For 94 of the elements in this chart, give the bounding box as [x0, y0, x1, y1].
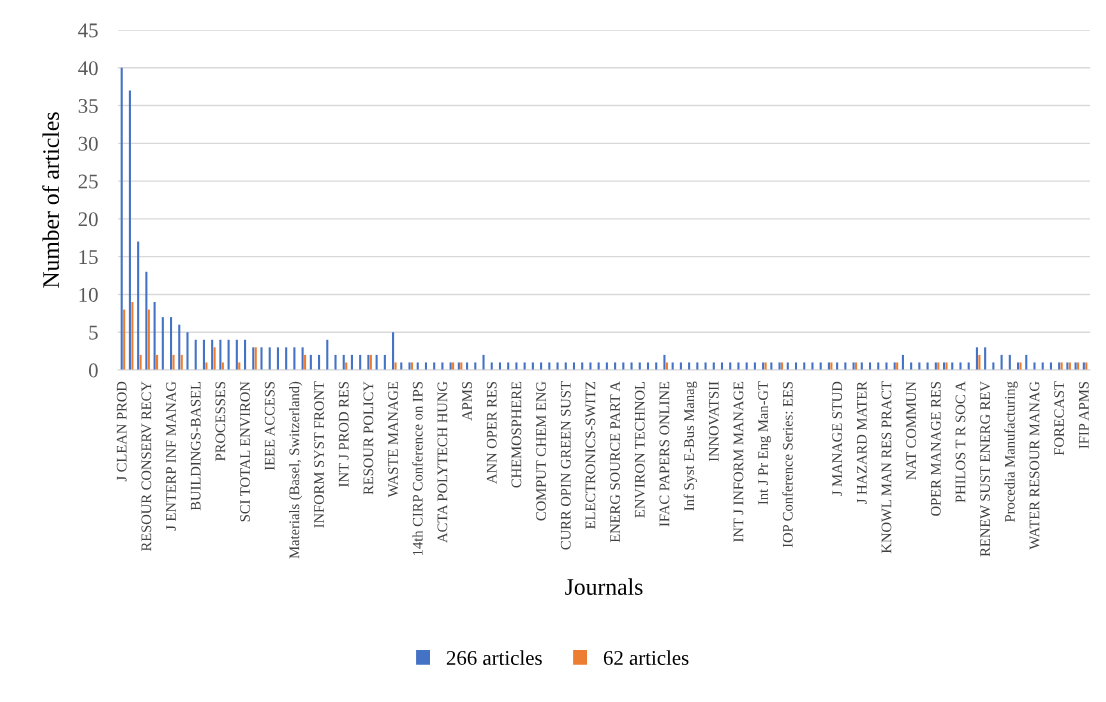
bar	[153, 302, 156, 370]
x-tick-label: ENERG SOURCE PART A	[610, 381, 620, 543]
bar	[120, 67, 123, 370]
x-tick-label: PHILOS T R SOC A	[955, 381, 966, 503]
x-tick-label: OPER MANAGE RES	[930, 382, 941, 516]
x-tick-label: 14th CIRP Conference on IPS	[412, 382, 423, 556]
y-tick-label: 35	[78, 98, 98, 113]
x-tick-label: INNOVATSII	[708, 381, 719, 462]
y-tick-label: 45	[78, 23, 98, 38]
bar	[145, 271, 148, 370]
x-axis-title: Journals	[565, 578, 643, 595]
x-tick-label: COMPUT CHEM ENG	[536, 381, 546, 521]
x-tick-label: RESOUR POLICY	[363, 381, 374, 495]
bar	[202, 339, 205, 370]
x-tick-label: RENEW SUST ENERG REV	[980, 381, 991, 557]
x-tick-label: Materials (Basel, Switzerland)	[289, 381, 303, 559]
bar	[235, 339, 238, 370]
x-tick-label: WASTE MANAGE	[388, 381, 399, 498]
x-tick-label: FORECAST	[1054, 381, 1065, 456]
x-tick-label: ACTA POLYTECH HUNG	[437, 381, 448, 543]
bar	[219, 339, 222, 370]
bar	[161, 317, 164, 370]
bar	[984, 347, 987, 370]
y-tick-label: 20	[78, 212, 98, 227]
x-tick-label: INT J PROD RES	[338, 382, 349, 487]
x-tick-label: CHEMOSPHERE	[511, 381, 522, 488]
x-tick-label: KNOWL MAN RES PRACT	[881, 381, 892, 554]
bar	[128, 90, 131, 370]
x-tick-label: Int J Pr Eng Man-GT	[758, 381, 771, 505]
y-tick-label: 25	[78, 174, 98, 189]
y-tick-label: 15	[79, 250, 98, 265]
x-tick-label: WATER RESOUR MANAG	[1029, 381, 1040, 550]
x-tick-label: IFAC PAPERS ONLINE	[659, 381, 670, 527]
x-tick-label: J MANAGE STUD	[832, 381, 843, 496]
x-tick-label: ENVIRON TECHNOL	[634, 381, 645, 518]
bar	[630, 362, 633, 370]
bar	[227, 339, 230, 370]
x-tick-label: INT J INFORM MANAGE	[733, 381, 744, 542]
bar	[885, 362, 888, 370]
bar	[326, 339, 329, 370]
bar	[169, 317, 173, 370]
x-tick-label: Inf Syst E-Bus Manag	[683, 381, 698, 511]
y-tick-label: 0	[88, 363, 98, 378]
x-tick-label: SCI TOTAL ENVIRON	[240, 381, 251, 522]
bar	[1033, 362, 1036, 370]
y-tick-label: 10	[79, 287, 98, 302]
x-tick-label: ANN OPER RES	[486, 382, 497, 484]
y-axis-title: Number of articles	[42, 112, 60, 288]
bar	[244, 339, 247, 370]
bar	[172, 354, 175, 370]
x-tick-label: BUILDINGS-BASEL	[190, 381, 201, 511]
bar	[211, 339, 214, 370]
bar	[268, 347, 271, 370]
bar	[482, 354, 485, 370]
x-tick-label: J CLEAN PROD	[116, 381, 127, 482]
bar	[213, 347, 216, 370]
bar	[260, 347, 263, 370]
x-tick-label: INFORM SYST FRONT	[314, 381, 324, 528]
y-tick-label: 5	[89, 325, 98, 340]
bar	[194, 339, 197, 370]
x-tick-label: J HAZARD MATER	[856, 381, 867, 504]
x-tick-label: APMS	[462, 382, 472, 421]
bar	[959, 362, 962, 370]
bar	[737, 362, 740, 370]
x-tick-label: RESOUR CONSERV RECY	[141, 381, 152, 552]
bar	[276, 347, 279, 370]
x-tick-label: PROCESSES	[215, 382, 226, 461]
x-tick-label: IOP Conference Series: EES	[782, 382, 793, 548]
bar	[556, 362, 559, 370]
bar	[392, 332, 395, 370]
x-tick-label: CURR OPIN GREEN SUST	[560, 381, 571, 550]
bar	[178, 324, 181, 370]
bar	[123, 309, 126, 370]
x-tick-label: ELECTRONICS-SWITZ	[585, 381, 596, 529]
bar	[186, 332, 189, 370]
x-tick-label: NAT COMMUN	[906, 381, 917, 480]
legend-label: 266 articles	[446, 650, 542, 665]
bar	[285, 347, 288, 370]
bar	[147, 309, 150, 370]
bar	[293, 347, 296, 370]
x-tick-label: Procedia Manufacturing	[1004, 381, 1018, 523]
bar	[334, 354, 337, 370]
x-tick-label: J ENTERP INF MANAG	[166, 381, 176, 531]
bar	[137, 241, 140, 370]
x-tick-label: IEEE ACCESS	[264, 382, 275, 471]
bar	[394, 362, 397, 370]
bar	[975, 347, 978, 370]
y-tick-label: 40	[78, 61, 98, 76]
y-tick-label: 30	[78, 136, 98, 151]
x-tick-label: IFIP APMS	[1078, 382, 1089, 449]
bar	[301, 347, 304, 370]
bar	[131, 302, 134, 370]
legend-label: 62 articles	[603, 650, 689, 665]
bar	[811, 362, 814, 370]
